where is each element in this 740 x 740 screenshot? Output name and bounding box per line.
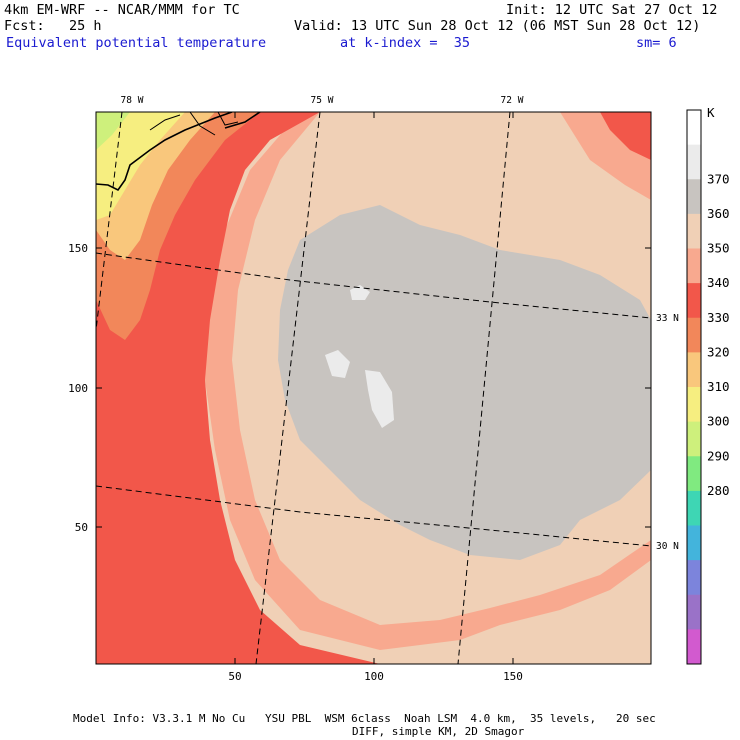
meridian-72w bbox=[457, 112, 511, 664]
forecast-hour: Fcst: 25 h bbox=[4, 18, 102, 34]
coastline-inland bbox=[149, 112, 239, 136]
colorbar-swatch bbox=[687, 213, 701, 249]
coastline bbox=[96, 112, 261, 192]
lat-label-33n: 33 N bbox=[656, 313, 679, 324]
y-tick-100: 100 bbox=[68, 382, 88, 395]
colorbar-label: 370 bbox=[707, 171, 730, 186]
field-band-320 bbox=[96, 112, 130, 150]
valid-time: Valid: 13 UTC Sun 28 Oct 12 (06 MST Sun … bbox=[294, 18, 701, 34]
colorbar-label: 340 bbox=[707, 275, 730, 290]
y-tick-150: 150 bbox=[68, 242, 88, 255]
colorbar-label: 360 bbox=[707, 206, 730, 221]
field-band-360b bbox=[365, 370, 394, 428]
field-band-340 bbox=[96, 112, 380, 664]
level-label: at k-index = 35 bbox=[340, 35, 471, 51]
x-tick-150: 150 bbox=[503, 670, 523, 683]
colorbar-unit: K bbox=[707, 105, 715, 120]
meridian-75w bbox=[255, 112, 321, 664]
colorbar-frame bbox=[686, 109, 702, 665]
colorbar-swatch bbox=[687, 248, 701, 284]
model-info-2: DIFF, simple KM, 2D Smagor bbox=[352, 725, 525, 738]
field-name: Equivalent potential temperature bbox=[6, 35, 267, 51]
colorbar-swatch bbox=[687, 387, 701, 423]
colorbar-swatch bbox=[687, 144, 701, 180]
colorbar-label: 310 bbox=[707, 379, 730, 394]
colorbar: 370 360 350 340 330 320 310 300 290 280 bbox=[686, 109, 730, 665]
lon-label-72w: 72 W bbox=[501, 95, 524, 106]
colorbar-swatch bbox=[687, 490, 701, 526]
field-band-325 bbox=[96, 112, 185, 220]
colorbar-label: 320 bbox=[707, 344, 730, 359]
colorbar-swatch bbox=[687, 179, 701, 215]
lat-label-30n: 30 N bbox=[656, 541, 679, 552]
colorbar-swatch bbox=[687, 110, 701, 146]
lon-label-75w: 75 W bbox=[311, 95, 334, 106]
colorbar-swatch bbox=[687, 560, 701, 596]
colorbar-label: 290 bbox=[707, 448, 730, 463]
field-band-340-ne bbox=[600, 112, 651, 160]
field-band-360a bbox=[325, 350, 350, 378]
colorbar-label: 280 bbox=[707, 483, 730, 498]
x-tick-50: 50 bbox=[228, 670, 241, 683]
y-tick-50: 50 bbox=[75, 521, 88, 534]
field-band-355 bbox=[278, 205, 651, 560]
init-time: Init: 12 UTC Sat 27 Oct 12 bbox=[506, 2, 718, 18]
colorbar-swatch bbox=[687, 456, 701, 492]
colorbar-swatch bbox=[687, 317, 701, 353]
model-title: 4km EM-WRF -- NCAR/MMM for TC bbox=[4, 2, 240, 18]
colorbar-swatch bbox=[687, 421, 701, 457]
model-info: Model Info: V3.3.1 M No Cu YSU PBL WSM 6… bbox=[73, 712, 656, 725]
meridian-78w bbox=[96, 112, 123, 331]
colorbar-swatch bbox=[687, 352, 701, 388]
axis-ticks bbox=[96, 112, 651, 664]
colorbar-swatch bbox=[687, 525, 701, 561]
graticule bbox=[96, 112, 651, 664]
smoothing-label: sm= 6 bbox=[636, 35, 677, 51]
colorbar-label: 330 bbox=[707, 310, 730, 325]
lon-label-78w: 78 W bbox=[121, 95, 144, 106]
theta-e-field bbox=[96, 112, 651, 664]
colorbar-swatch bbox=[687, 629, 701, 665]
x-tick-100: 100 bbox=[364, 670, 384, 683]
parallel-30n bbox=[96, 485, 651, 547]
colorbar-label: 300 bbox=[707, 414, 730, 429]
colorbar-label: 350 bbox=[707, 241, 730, 256]
colorbar-swatch bbox=[687, 594, 701, 630]
colorbar-swatch bbox=[687, 283, 701, 319]
